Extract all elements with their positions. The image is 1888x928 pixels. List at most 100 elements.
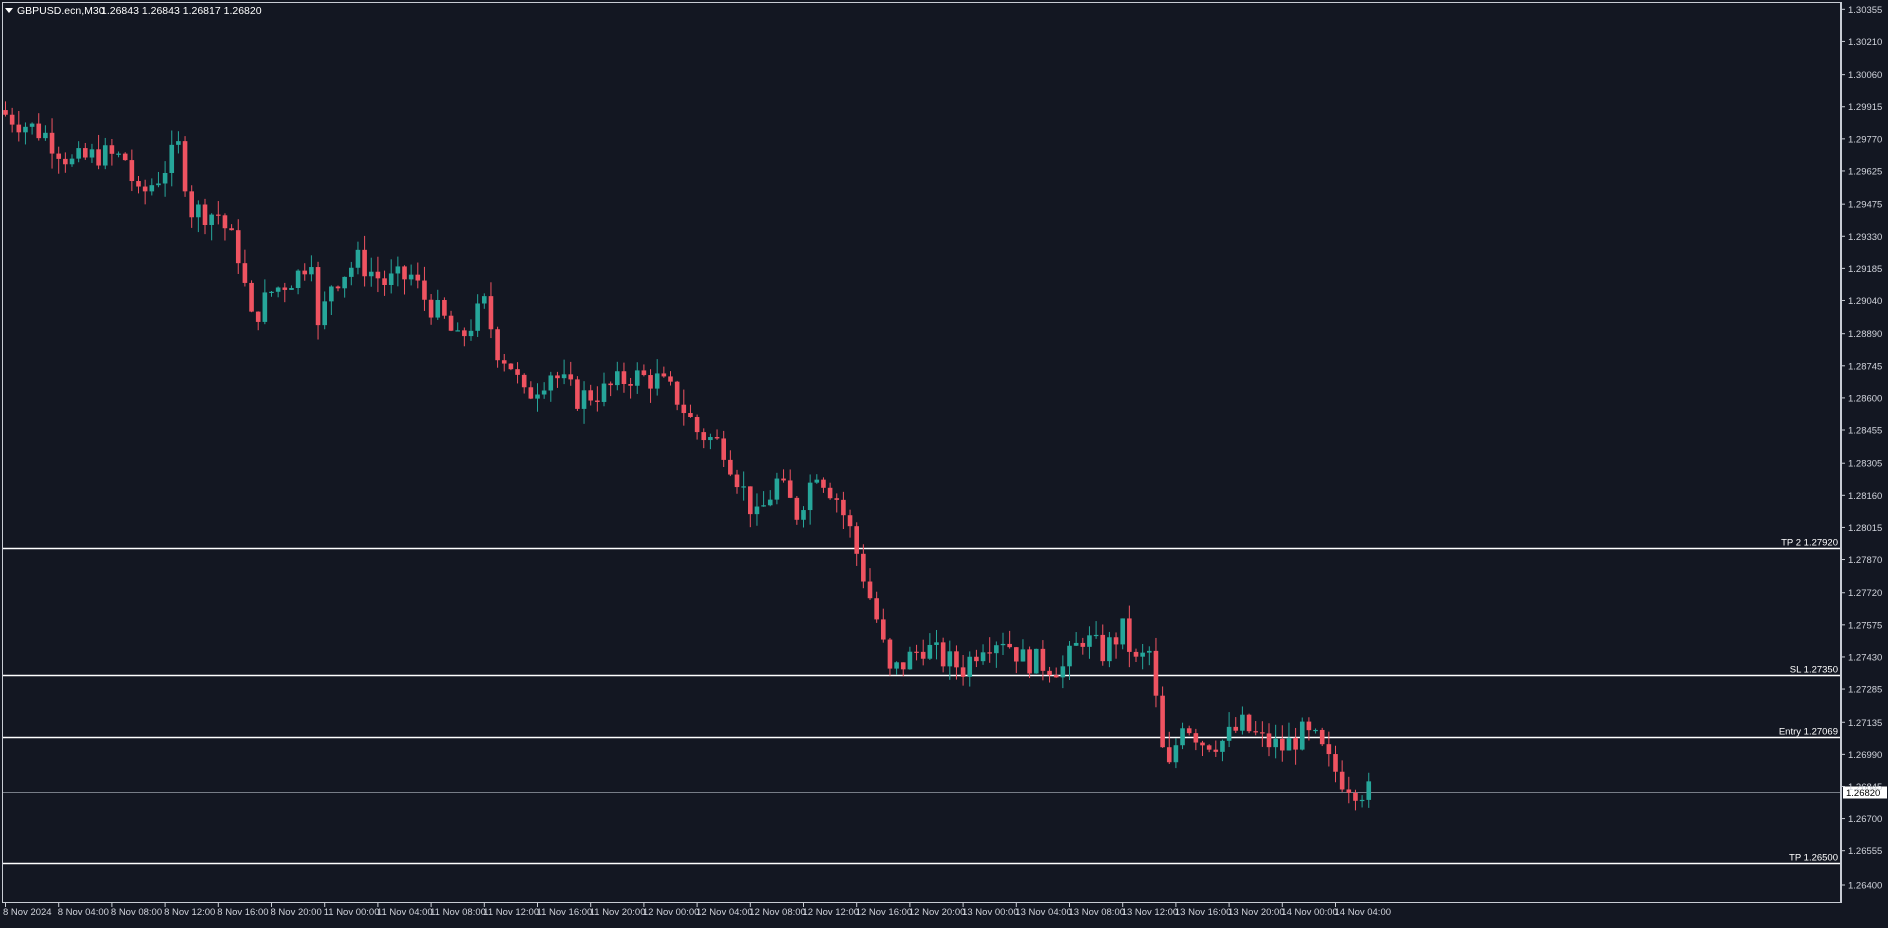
- x-tick-label: 12 Nov 12:00: [803, 907, 860, 918]
- candle-down: [1253, 731, 1258, 733]
- candle-down: [588, 390, 593, 401]
- candle-up: [43, 132, 48, 139]
- candle-up: [947, 651, 953, 667]
- candle-up: [601, 383, 607, 402]
- x-tick-label: 11 Nov 00:00: [324, 907, 380, 918]
- candle-down: [242, 263, 248, 283]
- candle-up: [1120, 618, 1125, 645]
- candle-up: [289, 287, 294, 290]
- candle-up: [980, 652, 986, 662]
- candle-down: [1014, 647, 1019, 662]
- candle-down: [881, 619, 886, 640]
- candle-up: [482, 296, 487, 304]
- candle-down: [129, 160, 135, 182]
- candle-up: [708, 437, 713, 441]
- candle-down: [974, 656, 979, 662]
- candle-down: [488, 296, 494, 330]
- candle-down: [1306, 721, 1312, 731]
- candle-down: [661, 373, 667, 377]
- x-axis: 8 Nov 2024 8 Nov 04:00 8 Nov 08:00 8 Nov 12…: [3, 903, 1391, 918]
- candle-up: [156, 183, 161, 186]
- candle-up: [309, 267, 314, 275]
- candle-down: [641, 370, 647, 376]
- candle-down: [1326, 744, 1332, 755]
- candle-down: [914, 651, 919, 653]
- candle-up: [1000, 643, 1006, 646]
- candle-up: [1173, 745, 1179, 763]
- candle-down: [900, 662, 906, 670]
- candle-up: [76, 148, 81, 159]
- candle-down: [688, 413, 693, 418]
- candle-up: [907, 651, 913, 670]
- candle-up: [814, 479, 820, 483]
- candle-up: [176, 141, 181, 145]
- x-tick-label: 13 Nov 20:00: [1228, 907, 1285, 918]
- dropdown-triangle-icon[interactable]: [5, 8, 13, 13]
- candle-down: [136, 181, 141, 187]
- candle-down: [648, 375, 653, 389]
- candle-up: [767, 499, 773, 506]
- y-tick-label: 1.30355: [1848, 5, 1882, 16]
- y-tick-label: 1.27575: [1848, 620, 1882, 631]
- candle-down: [1206, 745, 1212, 750]
- candle-down: [1027, 649, 1032, 674]
- candle-up: [1359, 799, 1365, 802]
- candle-down: [182, 141, 188, 192]
- candle-up: [934, 642, 939, 645]
- candle-down: [847, 515, 853, 527]
- y-tick-label: 1.29770: [1848, 134, 1882, 145]
- candle-up: [196, 204, 201, 218]
- candle-up: [761, 505, 766, 507]
- candle-down: [315, 267, 321, 326]
- y-tick-label: 1.29915: [1848, 102, 1882, 113]
- candle-up: [29, 123, 35, 127]
- candle-down: [249, 282, 254, 312]
- candle-down: [721, 438, 726, 460]
- candle-up: [342, 276, 347, 289]
- candle-down: [448, 315, 454, 331]
- candle-down: [1127, 618, 1132, 652]
- candle-up: [355, 249, 361, 268]
- y-tick-label: 1.28890: [1848, 329, 1882, 340]
- candle-down: [528, 387, 534, 399]
- candle-down: [56, 153, 61, 159]
- candle-down: [1213, 749, 1219, 752]
- symbol-label: GBPUSD.ecn,M30: [17, 5, 105, 17]
- candle-up: [741, 486, 746, 488]
- candle-up: [967, 656, 973, 677]
- candle-down: [235, 230, 241, 264]
- y-tick-label: 1.30060: [1848, 70, 1882, 81]
- candle-up: [368, 271, 374, 277]
- candle-up: [116, 153, 121, 155]
- candle-up: [1140, 652, 1145, 657]
- candle-down: [49, 132, 55, 154]
- candle-up: [1273, 738, 1278, 748]
- candle-up: [994, 645, 999, 654]
- candle-down: [1100, 634, 1106, 662]
- candle-up: [1240, 714, 1245, 731]
- candle-down: [668, 376, 673, 382]
- candle-down: [1260, 732, 1265, 734]
- candle-down: [674, 381, 680, 405]
- candle-down: [9, 114, 15, 125]
- x-tick-label: 11 Nov 04:00: [377, 907, 433, 918]
- x-tick-label: 8 Nov 04:00: [58, 907, 109, 918]
- candle-down: [202, 204, 208, 226]
- level-label: TP 2 1.27920: [1781, 538, 1838, 549]
- candle-down: [1160, 695, 1165, 748]
- y-tick-label: 1.28015: [1848, 523, 1882, 534]
- candle-down: [362, 249, 367, 277]
- y-tick-label: 1.26845: [1848, 782, 1882, 793]
- candle-up: [548, 375, 554, 391]
- candle-down: [628, 383, 633, 386]
- x-tick-label: 8 Nov 16:00: [217, 907, 268, 918]
- candle-up: [927, 644, 933, 659]
- candle-down: [1280, 738, 1285, 751]
- candle-up: [262, 292, 268, 322]
- candle-down: [63, 158, 68, 165]
- candle-up: [162, 172, 168, 184]
- candle-down: [255, 311, 261, 322]
- candle-up: [23, 126, 28, 133]
